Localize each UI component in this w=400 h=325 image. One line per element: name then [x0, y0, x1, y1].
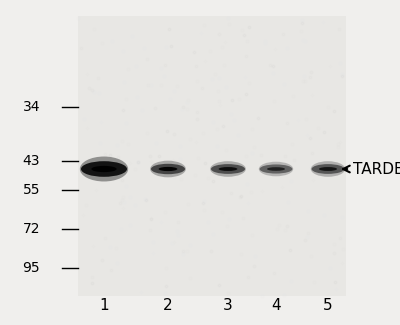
Ellipse shape [311, 161, 345, 177]
Ellipse shape [150, 161, 186, 177]
Ellipse shape [319, 167, 337, 171]
Ellipse shape [312, 164, 344, 174]
Text: 5: 5 [323, 298, 333, 313]
Text: 95: 95 [22, 261, 40, 275]
Text: 55: 55 [22, 183, 40, 197]
Ellipse shape [219, 167, 237, 171]
Ellipse shape [151, 164, 185, 174]
Text: TARDBP: TARDBP [353, 162, 400, 176]
Ellipse shape [159, 167, 177, 171]
Text: 1: 1 [99, 298, 109, 313]
Ellipse shape [210, 161, 246, 177]
Ellipse shape [211, 164, 245, 174]
Ellipse shape [259, 162, 293, 176]
Ellipse shape [267, 167, 285, 171]
FancyBboxPatch shape [78, 16, 346, 296]
Text: 34: 34 [22, 100, 40, 114]
Text: 3: 3 [223, 298, 233, 313]
Text: 4: 4 [271, 298, 281, 313]
Ellipse shape [81, 161, 127, 177]
Text: 2: 2 [163, 298, 173, 313]
Ellipse shape [91, 166, 117, 172]
Ellipse shape [80, 157, 128, 181]
Text: 43: 43 [22, 154, 40, 168]
Text: 72: 72 [22, 222, 40, 236]
Ellipse shape [260, 164, 292, 174]
